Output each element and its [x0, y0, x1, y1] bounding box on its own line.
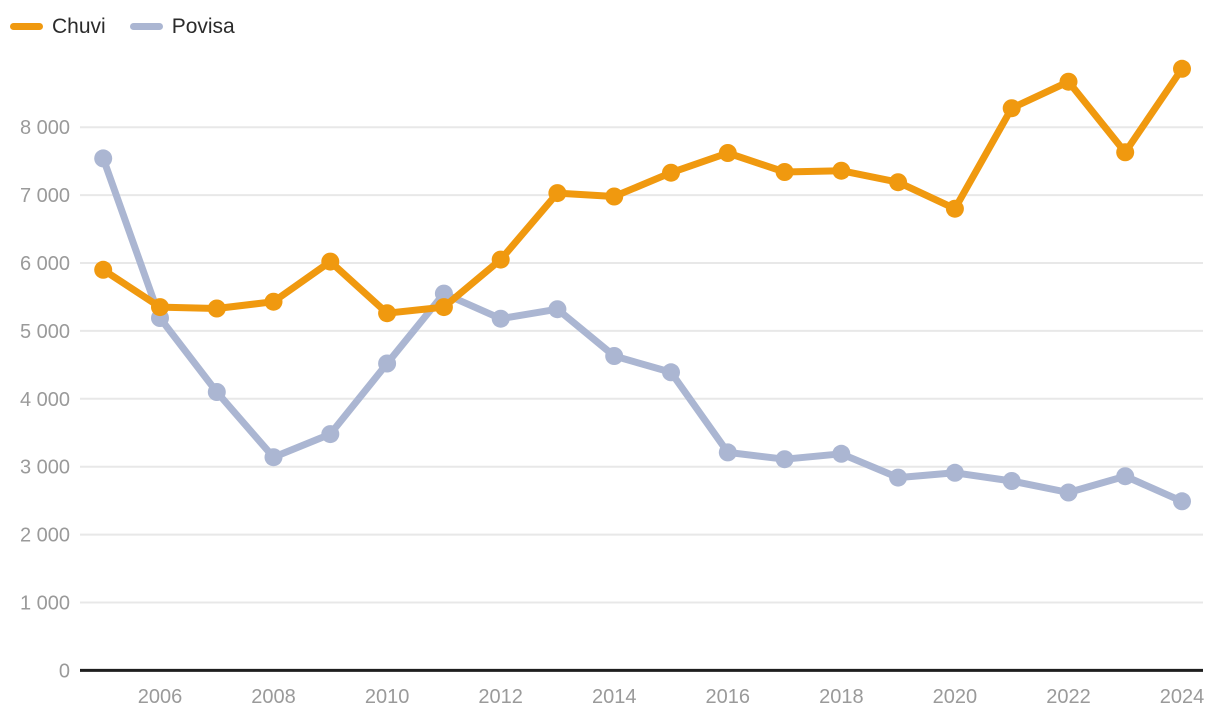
chuvi-point-2020 — [945, 199, 964, 218]
y-tick-label-5000: 5 000 — [20, 321, 70, 343]
povisa-point-2017 — [775, 450, 794, 469]
povisa-point-2012 — [491, 309, 510, 328]
chuvi-point-2006 — [151, 298, 169, 317]
legend-item-povisa: Povisa — [129, 15, 235, 38]
povisa-point-2010 — [378, 354, 397, 373]
povisa-point-2005 — [94, 149, 113, 168]
series-line-povisa — [99, 154, 1186, 505]
series-line-chuvi — [99, 65, 1186, 317]
y-tick-label-7000: 7 000 — [20, 185, 70, 207]
legend-item-chuvi: Chuvi — [10, 16, 106, 37]
chuvi-point-2018 — [832, 161, 851, 180]
y-tick-label-4000: 4 000 — [20, 389, 70, 411]
chuvi-point-2013 — [548, 184, 567, 203]
povisa-point-2018 — [832, 444, 851, 463]
chuvi-point-2008 — [264, 292, 283, 311]
chuvi-point-2015 — [662, 163, 680, 182]
chuvi-point-2022 — [1059, 72, 1078, 91]
povisa-point-2020 — [945, 463, 964, 482]
chuvi-point-2024 — [1173, 59, 1191, 78]
povisa-point-2007 — [207, 383, 226, 401]
x-tick-label-2008: 2008 — [251, 686, 296, 708]
povisa-point-2022 — [1059, 483, 1078, 502]
povisa-point-2023 — [1116, 467, 1135, 486]
chuvi-point-2016 — [718, 144, 737, 162]
chuvi-point-2010 — [378, 304, 397, 323]
chuvi-point-2012 — [491, 250, 510, 269]
legend-label-povisa: Povisa — [171, 15, 235, 38]
chuvi-point-2011 — [434, 298, 453, 317]
chuvi-line-swatch-icon — [10, 23, 43, 30]
povisa-point-2019 — [889, 468, 908, 487]
x-tick-label-2014: 2014 — [592, 686, 637, 708]
chuvi-point-2019 — [889, 173, 908, 192]
y-tick-label-1000: 1 000 — [20, 593, 70, 615]
povisa-point-2011 — [434, 284, 453, 303]
x-tick-label-2022: 2022 — [1046, 686, 1091, 708]
chuvi-point-2007 — [207, 299, 226, 318]
x-tick-label-2010: 2010 — [365, 686, 410, 708]
chuvi-point-2014 — [605, 187, 624, 206]
povisa-point-2015 — [662, 363, 680, 382]
y-tick-label-8000: 8 000 — [20, 117, 70, 139]
x-tick-label-2018: 2018 — [819, 686, 864, 708]
y-tick-label-2000: 2 000 — [20, 525, 70, 547]
povisa-line-swatch-icon — [129, 23, 163, 30]
x-tick-label-2024: 2024 — [1160, 686, 1205, 708]
povisa-point-2013 — [548, 300, 567, 319]
povisa-point-2008 — [264, 448, 283, 467]
chuvi-point-2009 — [321, 252, 340, 271]
povisa-point-2009 — [321, 425, 340, 444]
x-tick-label-2012: 2012 — [478, 686, 523, 708]
povisa-point-2016 — [718, 443, 737, 462]
y-tick-label-3000: 3 000 — [20, 457, 70, 479]
povisa-point-2021 — [1002, 472, 1021, 490]
povisa-point-2024 — [1173, 492, 1191, 511]
x-tick-label-2020: 2020 — [933, 686, 978, 708]
legend-label-chuvi: Chuvi — [52, 15, 106, 38]
x-tick-label-2006: 2006 — [138, 686, 183, 708]
y-tick-label-0: 0 — [59, 660, 70, 682]
chuvi-point-2021 — [1002, 99, 1021, 118]
y-tick-label-6000: 6 000 — [20, 253, 70, 275]
chuvi-point-2023 — [1116, 143, 1135, 162]
chart-legend: Chuvi Povisa — [10, 16, 259, 37]
chuvi-point-2017 — [775, 163, 794, 181]
x-tick-label-2016: 2016 — [706, 686, 751, 708]
chuvi-point-2005 — [94, 260, 113, 279]
povisa-point-2014 — [605, 347, 624, 365]
